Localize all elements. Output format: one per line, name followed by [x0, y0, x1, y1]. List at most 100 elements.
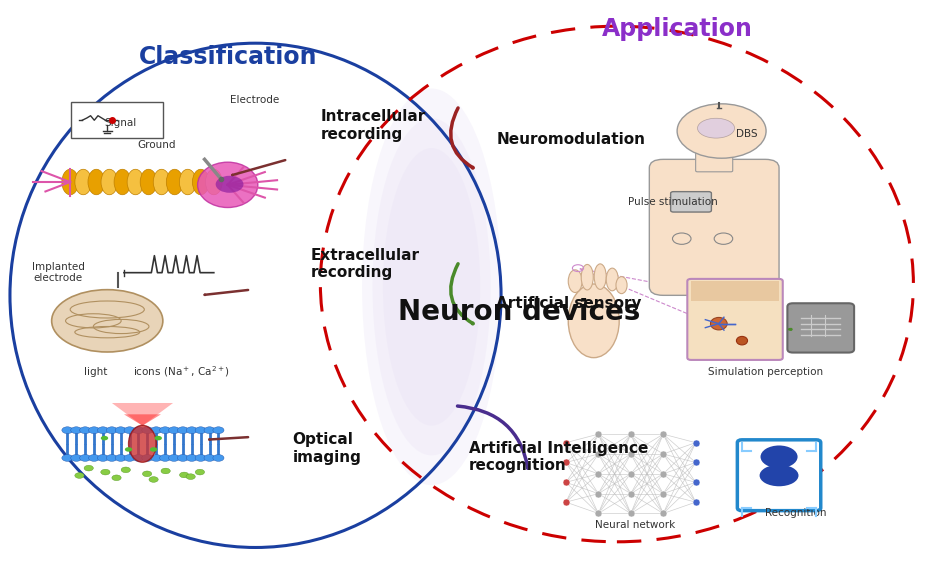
- FancyBboxPatch shape: [71, 102, 162, 138]
- FancyArrowPatch shape: [210, 437, 248, 440]
- Circle shape: [169, 454, 180, 461]
- Polygon shape: [124, 414, 160, 425]
- Text: Electrode: Electrode: [230, 95, 279, 105]
- Ellipse shape: [114, 169, 131, 195]
- Ellipse shape: [362, 89, 501, 485]
- FancyBboxPatch shape: [670, 191, 711, 212]
- Ellipse shape: [759, 465, 797, 486]
- Circle shape: [112, 475, 121, 481]
- Ellipse shape: [372, 118, 490, 456]
- Circle shape: [159, 454, 171, 461]
- Ellipse shape: [153, 169, 170, 195]
- Ellipse shape: [710, 318, 727, 330]
- Ellipse shape: [88, 169, 105, 195]
- Circle shape: [150, 454, 161, 461]
- Circle shape: [195, 469, 204, 475]
- Circle shape: [75, 473, 84, 478]
- FancyBboxPatch shape: [737, 440, 819, 511]
- Text: Optical
imaging: Optical imaging: [292, 432, 361, 465]
- Text: Neuron devices: Neuron devices: [398, 298, 641, 327]
- Circle shape: [150, 447, 157, 452]
- Circle shape: [177, 427, 188, 433]
- Circle shape: [177, 454, 188, 461]
- Circle shape: [121, 467, 131, 473]
- Text: Simulation perception: Simulation perception: [706, 367, 822, 377]
- Circle shape: [215, 176, 243, 193]
- Ellipse shape: [567, 270, 581, 293]
- Circle shape: [115, 427, 126, 433]
- Ellipse shape: [179, 169, 196, 195]
- Polygon shape: [112, 403, 172, 425]
- Text: Recognition: Recognition: [764, 508, 826, 519]
- Circle shape: [101, 436, 108, 440]
- Ellipse shape: [192, 169, 209, 195]
- Circle shape: [80, 427, 91, 433]
- Ellipse shape: [140, 169, 157, 195]
- Text: Classification: Classification: [138, 45, 317, 69]
- Circle shape: [186, 454, 197, 461]
- Circle shape: [88, 454, 99, 461]
- FancyBboxPatch shape: [691, 281, 778, 301]
- Circle shape: [204, 454, 215, 461]
- Circle shape: [107, 454, 118, 461]
- Circle shape: [150, 427, 161, 433]
- Ellipse shape: [205, 169, 222, 195]
- Circle shape: [124, 454, 135, 461]
- Ellipse shape: [62, 169, 79, 195]
- FancyArrowPatch shape: [451, 108, 473, 168]
- Circle shape: [149, 477, 158, 482]
- Ellipse shape: [197, 162, 258, 207]
- FancyBboxPatch shape: [695, 153, 732, 172]
- Circle shape: [212, 427, 223, 433]
- Circle shape: [88, 427, 99, 433]
- Circle shape: [169, 427, 180, 433]
- Ellipse shape: [605, 268, 617, 291]
- Circle shape: [195, 454, 206, 461]
- Circle shape: [143, 471, 152, 477]
- Circle shape: [133, 454, 144, 461]
- Circle shape: [677, 104, 766, 158]
- Circle shape: [185, 474, 195, 479]
- Circle shape: [70, 454, 82, 461]
- Circle shape: [70, 427, 82, 433]
- Circle shape: [101, 469, 110, 475]
- Text: Extracellular
recording: Extracellular recording: [311, 248, 420, 281]
- Circle shape: [62, 427, 73, 433]
- Text: DBS: DBS: [735, 129, 756, 139]
- Circle shape: [97, 454, 108, 461]
- FancyArrowPatch shape: [457, 406, 527, 468]
- FancyArrowPatch shape: [232, 160, 285, 175]
- Ellipse shape: [580, 265, 592, 290]
- FancyArrowPatch shape: [205, 290, 248, 295]
- Ellipse shape: [697, 118, 734, 138]
- Circle shape: [142, 427, 153, 433]
- Ellipse shape: [736, 336, 747, 345]
- Circle shape: [133, 427, 144, 433]
- Circle shape: [195, 427, 206, 433]
- Text: Artificial Intelligence
recognition: Artificial Intelligence recognition: [468, 441, 647, 473]
- FancyBboxPatch shape: [649, 160, 778, 295]
- Circle shape: [204, 427, 215, 433]
- Circle shape: [142, 454, 153, 461]
- Text: Neuromodulation: Neuromodulation: [496, 132, 645, 147]
- Ellipse shape: [75, 169, 92, 195]
- Text: Application: Application: [601, 17, 752, 41]
- Circle shape: [159, 427, 171, 433]
- Circle shape: [107, 427, 118, 433]
- Text: light: light: [83, 367, 107, 377]
- Ellipse shape: [616, 277, 627, 294]
- FancyBboxPatch shape: [687, 279, 781, 360]
- Circle shape: [97, 427, 108, 433]
- Text: icons (Na$^+$, Ca$^{2+}$): icons (Na$^+$, Ca$^{2+}$): [133, 365, 230, 379]
- Circle shape: [84, 465, 94, 471]
- Ellipse shape: [166, 169, 183, 195]
- FancyArrowPatch shape: [451, 264, 473, 324]
- Circle shape: [160, 468, 170, 474]
- Ellipse shape: [383, 148, 479, 425]
- Ellipse shape: [567, 284, 618, 358]
- Circle shape: [154, 436, 161, 440]
- Circle shape: [186, 427, 197, 433]
- Ellipse shape: [129, 425, 156, 462]
- Circle shape: [115, 454, 126, 461]
- Circle shape: [124, 427, 135, 433]
